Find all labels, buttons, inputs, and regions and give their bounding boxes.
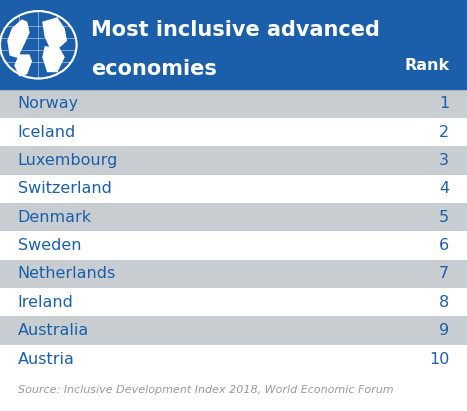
- Text: Rank: Rank: [404, 58, 449, 74]
- Text: 3: 3: [439, 153, 449, 168]
- Circle shape: [0, 11, 77, 79]
- Bar: [0, 175, 467, 203]
- Polygon shape: [15, 55, 31, 76]
- Text: 1: 1: [439, 96, 449, 111]
- Polygon shape: [8, 20, 29, 57]
- Bar: [0, 203, 467, 231]
- Text: Austria: Austria: [18, 351, 75, 367]
- Text: Denmark: Denmark: [18, 210, 92, 225]
- Text: economies: economies: [91, 59, 217, 79]
- Text: Sweden: Sweden: [18, 238, 81, 253]
- Bar: [0, 0, 467, 90]
- Text: 10: 10: [429, 351, 449, 367]
- Polygon shape: [43, 18, 66, 49]
- Text: Switzerland: Switzerland: [18, 181, 112, 196]
- Text: Luxembourg: Luxembourg: [18, 153, 118, 168]
- Bar: [0, 90, 467, 118]
- Bar: [0, 118, 467, 146]
- Text: 5: 5: [439, 210, 449, 225]
- Text: 2: 2: [439, 125, 449, 140]
- Text: 8: 8: [439, 295, 449, 310]
- Bar: [0, 260, 467, 288]
- Bar: [0, 345, 467, 373]
- Text: Australia: Australia: [18, 323, 89, 338]
- Bar: [0, 231, 467, 260]
- Polygon shape: [43, 47, 64, 72]
- Text: Most inclusive advanced: Most inclusive advanced: [91, 20, 380, 40]
- Bar: [0, 146, 467, 175]
- Text: Norway: Norway: [18, 96, 79, 111]
- Text: Source: Inclusive Development Index 2018, World Economic Forum: Source: Inclusive Development Index 2018…: [18, 385, 393, 395]
- Bar: [0, 316, 467, 345]
- Text: Iceland: Iceland: [18, 125, 76, 140]
- Text: Ireland: Ireland: [18, 295, 74, 310]
- Text: 6: 6: [439, 238, 449, 253]
- Text: 7: 7: [439, 266, 449, 282]
- Circle shape: [1, 12, 76, 78]
- Text: 9: 9: [439, 323, 449, 338]
- Bar: [0, 288, 467, 316]
- Text: 4: 4: [439, 181, 449, 196]
- Text: Netherlands: Netherlands: [18, 266, 116, 282]
